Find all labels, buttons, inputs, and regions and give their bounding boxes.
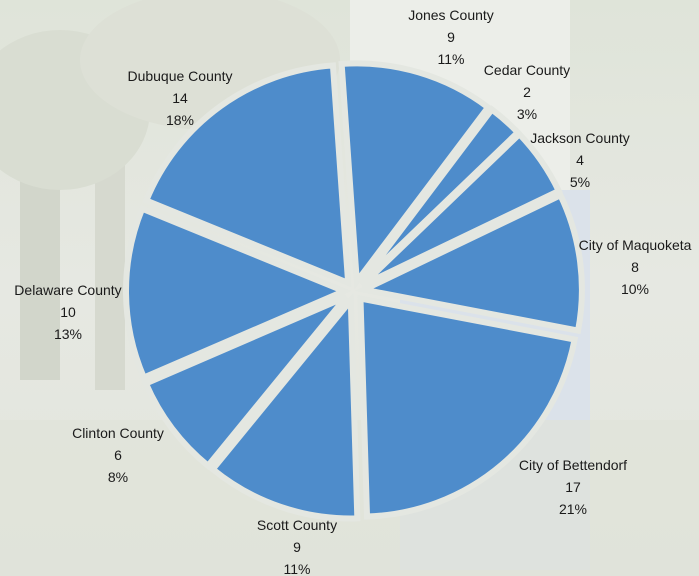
pie-slice-clinton-county (141, 294, 349, 470)
slice-name: Clinton County (72, 425, 164, 441)
slice-value: 2 (523, 84, 531, 100)
slice-label: Clinton County 6 8% (72, 425, 164, 485)
slice-name: City of Bettendorf (519, 457, 627, 473)
slice-label: City of Maquoketa 8 10% (579, 237, 692, 297)
slice-percent: 21% (559, 501, 587, 517)
slice-name: Scott County (257, 517, 337, 533)
pie-slice-dubuque-county (142, 62, 352, 288)
slice-label: Dubuque County 14 18% (127, 68, 232, 128)
slice-percent: 13% (54, 326, 82, 342)
slice-value: 14 (172, 90, 188, 106)
slice-label: City of Bettendorf 17 21% (519, 457, 627, 517)
slice-value: 9 (447, 29, 455, 45)
pie-slices (123, 60, 585, 522)
slice-name: Jones County (408, 7, 494, 23)
slice-name: Dubuque County (127, 68, 232, 84)
slice-value: 17 (565, 479, 581, 495)
slice-name: Jackson County (530, 130, 630, 146)
pie-slice-jackson-county (360, 129, 563, 289)
slice-name: Cedar County (484, 62, 570, 78)
slice-label: Cedar County 2 3% (484, 62, 570, 122)
slice-label: Delaware County 10 13% (14, 282, 121, 342)
slice-label: Jackson County 4 5% (530, 130, 630, 190)
slice-percent: 11% (284, 561, 311, 576)
pie-slice-jones-county (338, 60, 493, 290)
pie-slice-city-of-maquoketa (354, 191, 585, 335)
slice-value: 8 (631, 259, 639, 275)
slice-value: 9 (293, 539, 301, 555)
slice-value: 10 (60, 304, 76, 320)
slice-label: Jones County 9 11% (408, 7, 494, 67)
pie-labels: Jones County 9 11% Cedar County 2 3% Jackson C… (14, 7, 691, 576)
slice-name: City of Maquoketa (579, 237, 692, 253)
pie-slice-delaware-county (123, 204, 352, 382)
slice-percent: 8% (108, 469, 128, 485)
slice-percent: 5% (570, 174, 590, 190)
slice-percent: 3% (517, 106, 537, 122)
slice-value: 4 (576, 152, 584, 168)
slice-name: Delaware County (14, 282, 121, 298)
pie-slice-scott-county (208, 292, 361, 522)
slice-percent: 18% (166, 112, 194, 128)
slice-percent: 10% (621, 281, 649, 297)
slice-value: 6 (114, 447, 122, 463)
slice-percent: 11% (438, 51, 465, 67)
pie-slice-city-of-bettendorf (357, 294, 579, 520)
slice-label: Scott County 9 11% (257, 517, 337, 576)
